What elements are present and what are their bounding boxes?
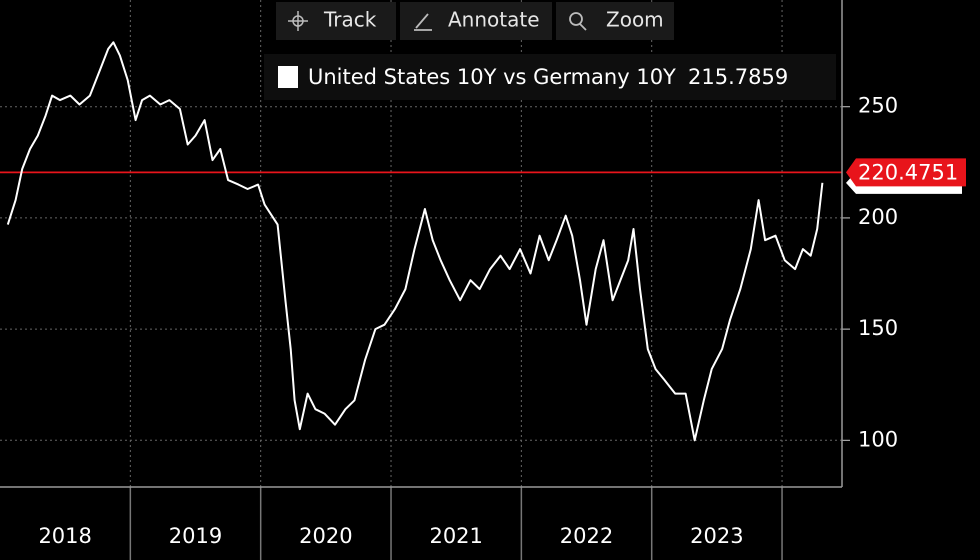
annotate-icon (414, 13, 432, 31)
x-tick-label: 2018 (38, 524, 91, 548)
toolbar: Track Annotate Zoom (276, 2, 674, 40)
x-tick-label: 2021 (429, 524, 482, 548)
y-tick-label: 100 (858, 427, 898, 451)
y-tick-label: 200 (858, 205, 898, 229)
legend-label: United States 10Y vs Germany 10Y (308, 65, 676, 89)
button-label[interactable]: Zoom (606, 8, 664, 32)
track-button[interactable]: Track (276, 2, 396, 40)
series-line (6, 41, 824, 442)
x-tick-label: 2023 (690, 524, 743, 548)
reference-tag (846, 158, 966, 187)
x-tick-label: 2022 (560, 524, 613, 548)
legend-swatch (278, 66, 298, 88)
y-tick-label: 250 (858, 94, 898, 118)
line-layer (0, 41, 842, 442)
track-icon (288, 11, 308, 31)
button-bg[interactable] (556, 2, 674, 40)
button-label[interactable]: Track (323, 8, 377, 32)
button-label[interactable]: Annotate (448, 8, 540, 32)
button-bg[interactable] (400, 2, 552, 40)
zoom-button[interactable]: Zoom (556, 2, 674, 40)
legend: United States 10Y vs Germany 10Y 215.785… (264, 54, 836, 100)
legend-bg (264, 54, 836, 100)
y-tick-label: 150 (858, 316, 898, 340)
annotate-button[interactable]: Annotate (400, 2, 552, 40)
x-tick-label: 2019 (169, 524, 222, 548)
zoom-icon (569, 12, 587, 31)
reference-label: 220.4751 (858, 160, 958, 184)
legend-value: 215.7859 (688, 65, 788, 89)
x-tick-label: 2020 (299, 524, 352, 548)
